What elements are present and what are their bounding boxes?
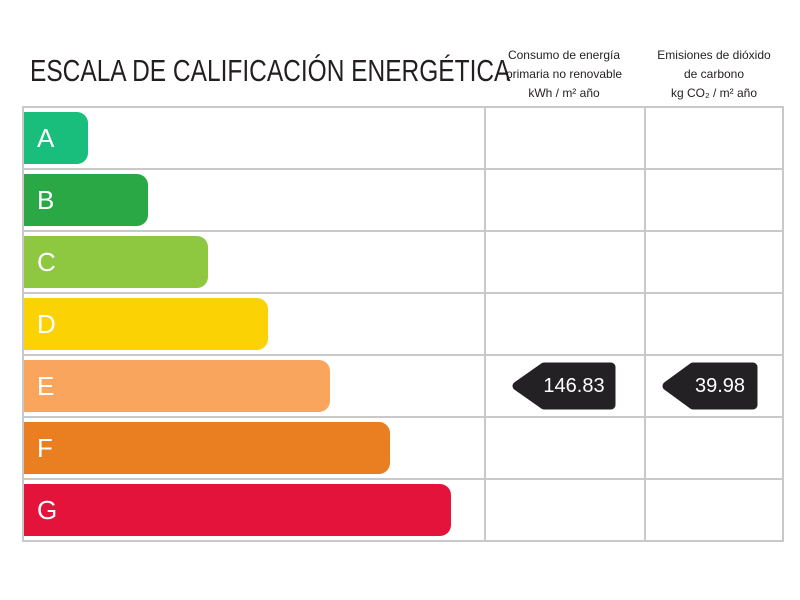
emisiones-value-tag: 39.98 xyxy=(662,362,758,410)
rating-letter-c: C xyxy=(37,246,56,277)
rating-row-f: F xyxy=(24,418,782,480)
grid-line-vertical-emisiones xyxy=(644,108,646,540)
grid-line-vertical-consumo xyxy=(484,108,486,540)
rating-row-a: A xyxy=(24,108,782,170)
rating-letter-e: E xyxy=(37,370,55,401)
rating-row-b: B xyxy=(24,170,782,232)
rating-letter-d: D xyxy=(37,308,56,339)
rating-bar-b: B xyxy=(24,174,148,226)
rating-row-d: D xyxy=(24,294,782,356)
column-header-consumo-line2: primaria no renovable xyxy=(505,67,623,81)
column-header-emisiones-line3: kg CO₂ / m² año xyxy=(670,86,757,100)
rating-letter-a: A xyxy=(37,122,55,153)
left-arrow-tag-icon: 146.83 xyxy=(512,362,616,410)
rating-row-e: E 146.83 39.98 xyxy=(24,356,782,418)
column-header-emisiones-line1: Emisiones de dióxido xyxy=(657,48,771,62)
emisiones-value: 39.98 xyxy=(695,375,745,397)
left-arrow-tag-icon: 39.98 xyxy=(662,362,758,410)
consumo-value: 146.83 xyxy=(543,375,604,397)
column-header-consumo-line3: kWh / m² año xyxy=(528,86,600,100)
consumo-value-tag: 146.83 xyxy=(512,362,616,410)
column-header-emisiones-line2: de carbono xyxy=(683,67,745,81)
rating-letter-g: G xyxy=(37,494,58,525)
rating-bar-d: D xyxy=(24,298,268,350)
rating-table: A B C D E 146.83 xyxy=(22,106,784,542)
rating-bar-f: F xyxy=(24,422,390,474)
rating-letter-f: F xyxy=(37,432,53,463)
rating-row-g: G xyxy=(24,480,782,540)
rating-bar-e: E xyxy=(24,360,330,412)
rating-row-c: C xyxy=(24,232,782,294)
page-title: ESCALA DE CALIFICACIÓN ENERGÉTICA xyxy=(30,53,511,88)
column-header-consumo-line1: Consumo de energía xyxy=(507,48,621,62)
rating-bar-c: C xyxy=(24,236,208,288)
column-header-consumo: Consumo de energía primaria no renovable… xyxy=(484,46,644,103)
rating-bar-g: G xyxy=(24,484,451,536)
column-header-emisiones: Emisiones de dióxido de carbono kg CO₂ /… xyxy=(644,46,784,103)
rating-bar-a: A xyxy=(24,112,88,164)
rating-letter-b: B xyxy=(37,184,55,215)
